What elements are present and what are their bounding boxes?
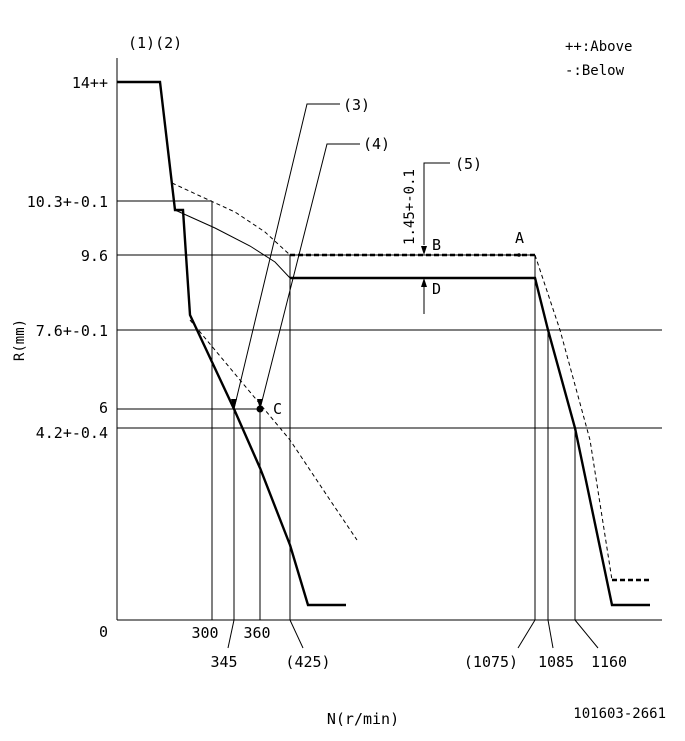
y-tick-9-6: 9.6 bbox=[81, 247, 108, 265]
y-axis-title: R(mm) bbox=[12, 319, 28, 361]
x-tick-1085: 1085 bbox=[538, 653, 574, 671]
x-tick-425: (425) bbox=[285, 653, 330, 671]
point-c-label: C bbox=[273, 400, 282, 418]
callout-4-leader bbox=[259, 143, 360, 410]
callout-4-arrowhead bbox=[257, 399, 263, 409]
callout-3-leader bbox=[233, 103, 340, 410]
point-a-label: A bbox=[515, 229, 524, 247]
tick-lead-425 bbox=[289, 619, 304, 649]
tick-lead-1085 bbox=[547, 619, 554, 649]
y-tick-0: 0 bbox=[99, 623, 108, 641]
x-tick-345: 345 bbox=[210, 653, 237, 671]
x-tick-360: 360 bbox=[243, 624, 270, 642]
callout-3: (3) bbox=[343, 96, 370, 114]
y-tick-7-6: 7.6+-0.1 bbox=[36, 322, 108, 340]
y-tick-6: 6 bbox=[99, 399, 108, 417]
above-curve-droop bbox=[534, 254, 613, 581]
callout-5-leader bbox=[423, 162, 450, 245]
below-curve-main bbox=[117, 80, 346, 607]
y-tick-10-3: 10.3+-0.1 bbox=[27, 193, 108, 211]
legend-above: ++:Above bbox=[565, 39, 632, 55]
point-b-label: B bbox=[432, 236, 441, 254]
above-curve-upper bbox=[171, 182, 291, 256]
part-number: 101603-2661 bbox=[573, 706, 666, 722]
tolerance-label: 1.45+-0.1 bbox=[402, 169, 418, 245]
x-tick-1075: (1075) bbox=[464, 653, 518, 671]
tick-lead-1160 bbox=[574, 619, 599, 649]
tick-lead-1075 bbox=[517, 619, 536, 649]
point-a-marker bbox=[517, 253, 521, 257]
callout-5: (5) bbox=[455, 155, 482, 173]
y-tick-14: 14++ bbox=[72, 74, 108, 92]
callout-3-arrowhead bbox=[231, 399, 237, 409]
above-curve-lower bbox=[189, 319, 358, 541]
callout-4: (4) bbox=[363, 135, 390, 153]
below-curve-upper-arc bbox=[174, 209, 291, 279]
legend-below: -:Below bbox=[565, 63, 625, 79]
tick-lead-345 bbox=[227, 619, 235, 649]
tolerance-arrow-up-icon bbox=[421, 278, 427, 287]
point-c-marker bbox=[256, 405, 264, 413]
x-tick-1160: 1160 bbox=[591, 653, 627, 671]
y-tick-4-2: 4.2+-0.4 bbox=[36, 424, 108, 442]
below-plateau bbox=[290, 276, 650, 607]
tolerance-arrow-down-icon bbox=[421, 246, 427, 255]
point-d-label: D bbox=[432, 280, 441, 298]
x-tick-300: 300 bbox=[191, 624, 218, 642]
header-labels: (1)(2) bbox=[128, 34, 182, 52]
x-axis-title: N(r/min) bbox=[327, 710, 399, 728]
